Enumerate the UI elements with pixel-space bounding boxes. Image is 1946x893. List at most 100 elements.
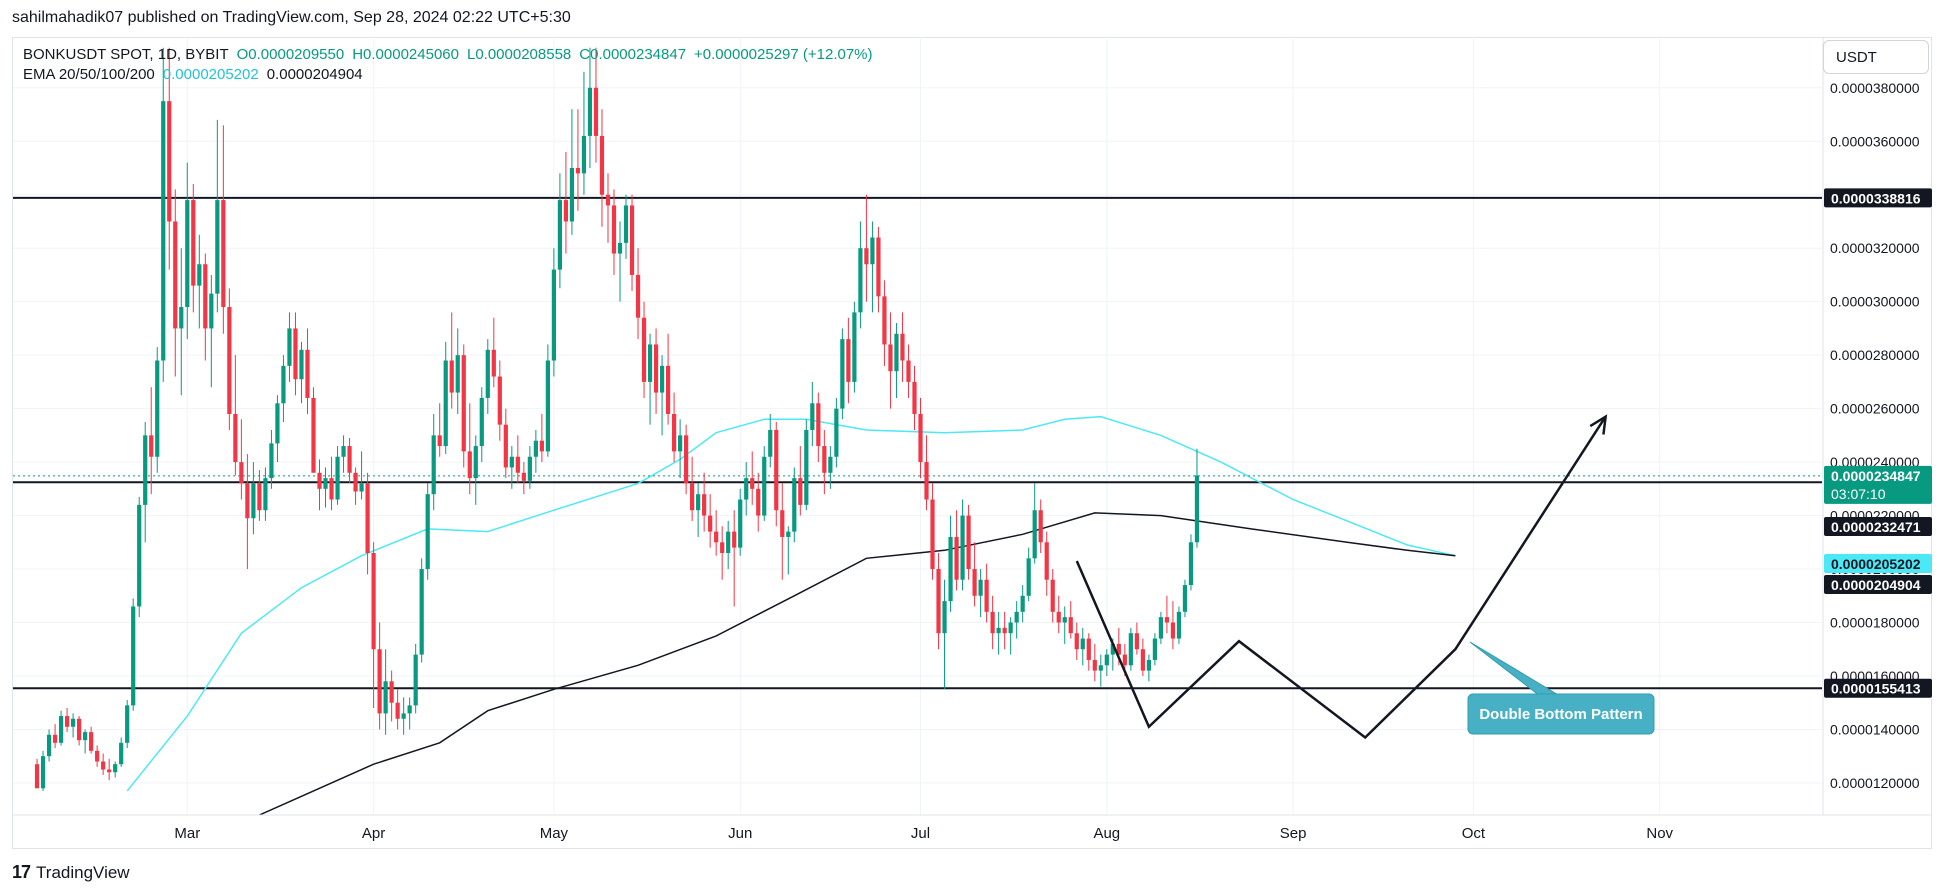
candle-body [52,734,58,743]
candle-body [816,403,821,447]
candle [629,194,635,291]
candle [605,173,611,243]
candle-body [1176,611,1182,639]
candle [960,499,965,591]
candle [221,125,226,334]
candle-body [1002,627,1007,634]
candle-body [269,443,274,479]
candle-body [191,200,196,286]
candle-body [347,446,352,473]
candle [918,397,923,479]
candle-body [467,451,472,479]
candle-body [233,413,238,463]
candle-body [1008,622,1013,634]
publisher-credit: sahilmahadik07 published on TradingView.… [12,9,571,26]
candle [696,483,701,537]
candle [1020,585,1025,623]
candle [89,726,94,754]
candle-body [804,430,809,505]
candle-body [323,478,328,489]
price-label-box [1824,678,1932,698]
price-label-box [1824,554,1932,573]
candle-body [251,483,256,519]
candle-body [936,569,941,634]
ema-label[interactable]: EMA 20/50/100/200 [23,66,155,83]
candle [708,494,713,548]
candle [317,459,322,511]
ema-value-slow: 0.0000204904 [266,66,363,83]
x-tick-label: May [540,825,569,842]
candle [245,454,250,570]
candle [647,333,653,425]
candle [215,119,220,313]
candle-body [149,435,154,457]
candle [131,598,136,711]
candle-body [485,349,490,398]
candle [1050,569,1055,623]
candle-body [918,413,923,463]
candle [816,392,821,463]
candle [1086,633,1091,671]
candle-body [533,440,538,457]
candle-body [960,515,965,580]
candle-body [551,269,557,361]
candle-body [137,504,142,607]
candle-body [287,328,292,366]
y-tick-label: 0.0000360000 [1830,133,1920,149]
candle-body [696,494,701,511]
candle-body [1086,638,1091,660]
candle [1158,611,1164,644]
candle-body [587,87,593,136]
candle [1098,654,1103,687]
symbol-label[interactable]: BONKUSDT SPOT, 1D, BYBIT [23,46,229,63]
ohlc-low: L0.0000208558 [466,46,572,63]
candle-body [125,705,130,743]
candle [197,234,202,329]
candle-body [455,355,460,393]
candle [846,317,851,404]
candle [365,472,370,575]
candle-body [726,531,731,553]
candle [792,467,797,543]
candle-body [1170,622,1176,639]
candle [635,248,641,340]
candle-body [708,515,713,532]
candle-body [786,531,791,537]
candle [449,312,454,409]
arrow-head [1589,414,1608,435]
candle [227,288,232,431]
candle [64,708,70,733]
price-label-value: 0.0000338816 [1831,190,1921,206]
candle-body [389,681,394,703]
candle [485,339,490,414]
candle [167,47,172,270]
candle-body [852,312,857,382]
candle [95,745,100,767]
candle-body [443,360,448,447]
candle [948,515,953,612]
candle-body [64,716,70,727]
candle [1128,627,1133,671]
candle-body [89,732,94,751]
candle-body [329,478,334,500]
currency-selector[interactable]: USDT [1823,40,1929,74]
candle-body [281,365,286,404]
candle-body [996,627,1001,634]
candle [1146,654,1151,682]
candle-body [419,569,424,655]
candle [395,689,400,730]
candle [1170,601,1176,650]
candle-body [834,408,839,457]
candle [726,520,731,570]
candle [551,248,557,377]
price-label-box [1824,575,1932,594]
candle [702,472,707,532]
candle-body [395,702,400,719]
candle [690,456,695,521]
candle [684,424,689,495]
candle-body [1152,638,1157,660]
candle-body [185,200,190,308]
candle [623,194,629,259]
candle-body [335,456,340,500]
